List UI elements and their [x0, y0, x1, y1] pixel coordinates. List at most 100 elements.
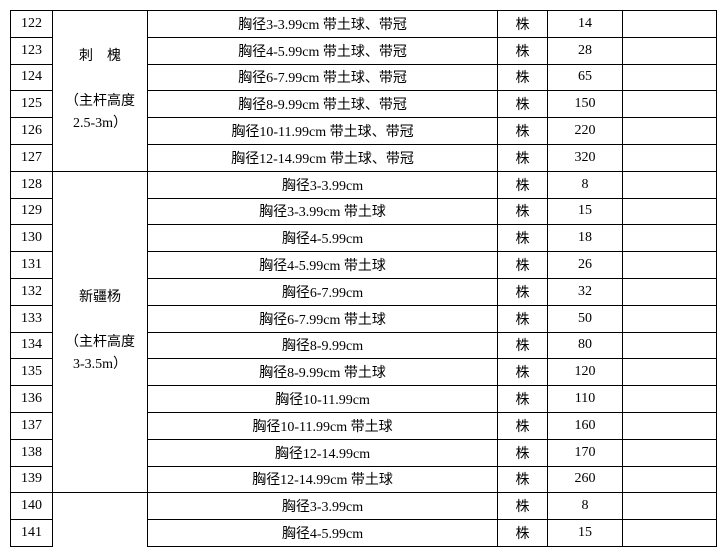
row-index: 130 [11, 225, 53, 252]
price-cell: 220 [548, 118, 623, 145]
unit-cell: 株 [498, 171, 548, 198]
price-cell: 26 [548, 252, 623, 279]
price-cell: 8 [548, 493, 623, 520]
price-cell: 18 [548, 225, 623, 252]
unit-cell: 株 [498, 118, 548, 145]
row-index: 137 [11, 412, 53, 439]
price-cell: 170 [548, 439, 623, 466]
row-index: 140 [11, 493, 53, 520]
price-cell: 32 [548, 278, 623, 305]
unit-cell: 株 [498, 466, 548, 493]
note-cell [623, 412, 717, 439]
row-index: 132 [11, 278, 53, 305]
row-index: 138 [11, 439, 53, 466]
spec-cell: 胸径12-14.99cm [148, 439, 498, 466]
row-index: 133 [11, 305, 53, 332]
category-line: 2.5-3m） [53, 113, 147, 135]
row-index: 136 [11, 386, 53, 413]
price-cell: 14 [548, 11, 623, 38]
unit-cell: 株 [498, 11, 548, 38]
note-cell [623, 225, 717, 252]
spec-cell: 胸径10-11.99cm 带土球 [148, 412, 498, 439]
row-index: 134 [11, 332, 53, 359]
note-cell [623, 198, 717, 225]
note-cell [623, 520, 717, 547]
spec-cell: 胸径8-9.99cm 带土球 [148, 359, 498, 386]
spec-cell: 胸径8-9.99cm 带土球、带冠 [148, 91, 498, 118]
row-index: 124 [11, 64, 53, 91]
spec-cell: 胸径10-11.99cm 带土球、带冠 [148, 118, 498, 145]
note-cell [623, 493, 717, 520]
unit-cell: 株 [498, 412, 548, 439]
spec-cell: 胸径12-14.99cm 带土球 [148, 466, 498, 493]
row-index: 128 [11, 171, 53, 198]
note-cell [623, 386, 717, 413]
row-index: 135 [11, 359, 53, 386]
row-index: 125 [11, 91, 53, 118]
category-line: 刺 槐 [53, 46, 147, 68]
spec-cell: 胸径4-5.99cm 带土球、带冠 [148, 37, 498, 64]
category-line: 3-3.5m） [53, 354, 147, 376]
category-line [53, 69, 147, 91]
row-index: 122 [11, 11, 53, 38]
row-index: 127 [11, 144, 53, 171]
price-cell: 150 [548, 91, 623, 118]
row-index: 131 [11, 252, 53, 279]
row-index: 129 [11, 198, 53, 225]
row-index: 126 [11, 118, 53, 145]
unit-cell: 株 [498, 198, 548, 225]
spec-cell: 胸径12-14.99cm 带土球、带冠 [148, 144, 498, 171]
unit-cell: 株 [498, 252, 548, 279]
spec-cell: 胸径3-3.99cm 带土球、带冠 [148, 11, 498, 38]
price-cell: 160 [548, 412, 623, 439]
category-line: 新疆杨 [53, 287, 147, 309]
price-cell: 8 [548, 171, 623, 198]
spec-cell: 胸径4-5.99cm [148, 520, 498, 547]
category-cell [53, 493, 148, 547]
category-line: （主杆高度 [53, 91, 147, 113]
spec-cell: 胸径6-7.99cm 带土球、带冠 [148, 64, 498, 91]
unit-cell: 株 [498, 91, 548, 118]
unit-cell: 株 [498, 332, 548, 359]
unit-cell: 株 [498, 520, 548, 547]
note-cell [623, 171, 717, 198]
unit-cell: 株 [498, 225, 548, 252]
note-cell [623, 439, 717, 466]
note-cell [623, 252, 717, 279]
category-cell: 新疆杨 （主杆高度3-3.5m） [53, 171, 148, 493]
spec-cell: 胸径4-5.99cm 带土球 [148, 252, 498, 279]
price-cell: 320 [548, 144, 623, 171]
unit-cell: 株 [498, 493, 548, 520]
table-row: 128新疆杨 （主杆高度3-3.5m）胸径3-3.99cm株8 [11, 171, 717, 198]
spec-cell: 胸径3-3.99cm [148, 171, 498, 198]
price-cell: 260 [548, 466, 623, 493]
spec-cell: 胸径3-3.99cm 带土球 [148, 198, 498, 225]
price-table: 122刺 槐 （主杆高度2.5-3m）胸径3-3.99cm 带土球、带冠株141… [10, 10, 717, 547]
price-cell: 50 [548, 305, 623, 332]
note-cell [623, 37, 717, 64]
note-cell [623, 305, 717, 332]
spec-cell: 胸径10-11.99cm [148, 386, 498, 413]
note-cell [623, 118, 717, 145]
price-cell: 15 [548, 198, 623, 225]
unit-cell: 株 [498, 144, 548, 171]
note-cell [623, 64, 717, 91]
note-cell [623, 11, 717, 38]
unit-cell: 株 [498, 386, 548, 413]
price-cell: 28 [548, 37, 623, 64]
note-cell [623, 278, 717, 305]
price-cell: 80 [548, 332, 623, 359]
table-row: 122刺 槐 （主杆高度2.5-3m）胸径3-3.99cm 带土球、带冠株14 [11, 11, 717, 38]
unit-cell: 株 [498, 37, 548, 64]
category-line [53, 310, 147, 332]
row-index: 141 [11, 520, 53, 547]
price-cell: 110 [548, 386, 623, 413]
spec-cell: 胸径6-7.99cm [148, 278, 498, 305]
unit-cell: 株 [498, 359, 548, 386]
note-cell [623, 332, 717, 359]
unit-cell: 株 [498, 278, 548, 305]
price-cell: 65 [548, 64, 623, 91]
note-cell [623, 466, 717, 493]
note-cell [623, 359, 717, 386]
row-index: 123 [11, 37, 53, 64]
